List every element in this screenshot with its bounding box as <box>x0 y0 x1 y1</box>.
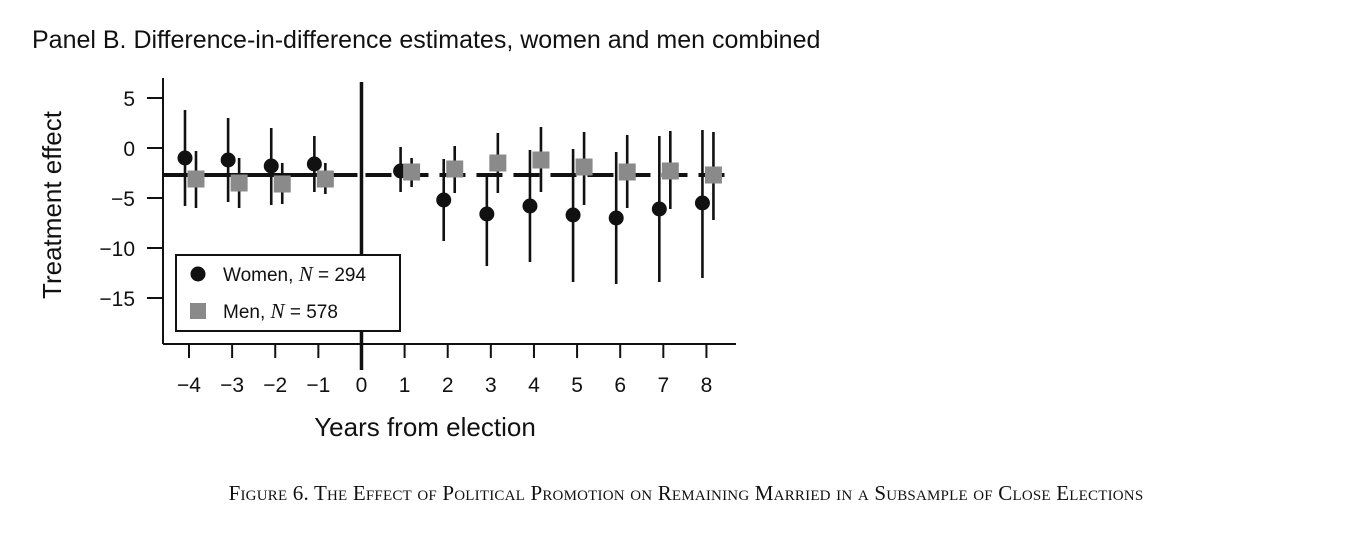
women-point <box>263 158 279 174</box>
x-tick-label: 2 <box>442 374 454 397</box>
x-tick-label: 8 <box>701 374 713 397</box>
men-point <box>403 163 421 181</box>
panel-title: Panel B. Difference-in-difference estima… <box>32 26 821 54</box>
men-point <box>230 174 248 192</box>
women-point <box>220 152 236 168</box>
men-point <box>575 158 593 176</box>
x-tick-label: 3 <box>485 374 497 397</box>
x-tick-label: −2 <box>263 374 287 397</box>
y-axis-title: Treatment effect <box>37 110 67 299</box>
women-legend-label: Women, N = 294 <box>223 262 366 286</box>
x-tick-label: 5 <box>571 374 583 397</box>
x-tick-label: −3 <box>220 374 244 397</box>
y-tick-label: −15 <box>99 288 135 311</box>
legend: Women, N = 294 Men, N = 578 <box>175 254 401 332</box>
women-point <box>522 198 538 214</box>
men-point <box>316 170 334 188</box>
women-point <box>565 207 581 223</box>
x-tick-label: 4 <box>528 374 540 397</box>
men-point <box>704 166 722 184</box>
figure-caption: Figure 6. The Effect of Political Promot… <box>228 481 1144 505</box>
y-tick-label: 0 <box>123 138 135 161</box>
men-point <box>187 170 205 188</box>
x-tick-label: 6 <box>614 374 626 397</box>
chart-marks <box>163 82 732 370</box>
women-point <box>651 201 667 217</box>
x-tick-label: 1 <box>399 374 411 397</box>
x-tick-label: 0 <box>356 374 368 397</box>
men-point <box>661 162 679 180</box>
men-point <box>618 163 636 181</box>
y-tick-label: −10 <box>99 238 135 261</box>
treatment-effect-chart: 50−5−10−15−4 −3 −2 −1 0 1 2 3 4 5 6 7 8 Women, N = 2… <box>37 78 736 442</box>
women-point <box>436 192 452 208</box>
x-tick-label: 7 <box>657 374 669 397</box>
men-legend-label: Men, N = 578 <box>223 299 338 323</box>
women-point <box>306 156 322 172</box>
legend-box <box>175 254 401 332</box>
women-point <box>177 150 193 166</box>
men-point <box>446 160 464 178</box>
axes: 50−5−10−15−4 −3 −2 −1 0 1 2 3 4 5 6 7 8 <box>99 78 736 397</box>
x-axis-title: Years from election <box>314 412 536 442</box>
women-point <box>608 210 624 226</box>
men-legend-marker <box>190 303 206 319</box>
x-tick-label: −1 <box>306 374 330 397</box>
y-tick-label: 5 <box>123 88 135 111</box>
men-point <box>273 175 291 193</box>
y-tick-label: −5 <box>111 188 135 211</box>
women-legend-marker <box>190 266 206 282</box>
women-point <box>479 206 495 222</box>
x-tick-label: −4 <box>177 374 201 397</box>
women-point <box>694 195 710 211</box>
men-point <box>489 154 507 172</box>
men-point <box>532 151 550 169</box>
